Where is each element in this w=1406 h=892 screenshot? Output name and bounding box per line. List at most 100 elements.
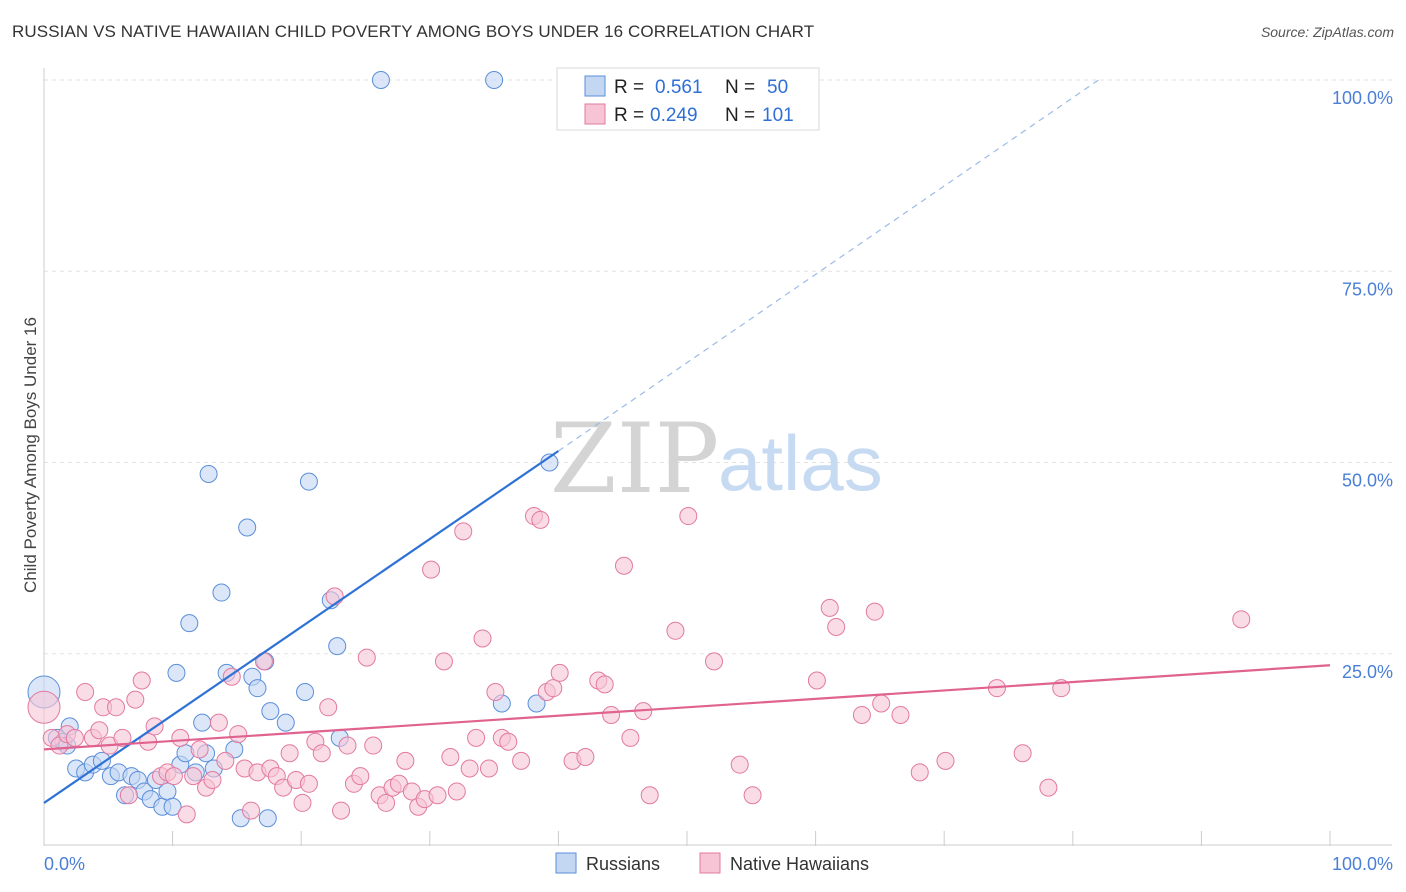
legend-n-value-2: 101 — [762, 105, 794, 126]
series-legend: Russians Native Hawaiians — [555, 852, 869, 874]
point-russians-43 — [328, 637, 347, 656]
point-native-hawaiians-29 — [229, 725, 248, 744]
series-legend-label-native-hawaiians: Native Hawaiians — [730, 854, 869, 874]
legend-n-label-1: N = — [725, 77, 755, 98]
point-native-hawaiians-72 — [512, 751, 531, 770]
point-native-hawaiians-76 — [544, 679, 563, 698]
point-native-hawaiians-40 — [299, 774, 318, 793]
point-native-hawaiians-83 — [614, 556, 633, 575]
point-native-hawaiians-55 — [396, 751, 415, 770]
legend-r-label-1: R = — [614, 77, 644, 98]
point-native-hawaiians-27 — [216, 751, 235, 770]
point-native-hawaiians-52 — [377, 793, 396, 812]
point-native-hawaiians-59 — [422, 560, 441, 579]
point-native-hawaiians-102 — [1013, 744, 1032, 763]
point-native-hawaiians-0 — [27, 690, 61, 724]
legend-r-label-2: R = — [614, 105, 644, 126]
point-native-hawaiians-20 — [171, 728, 190, 747]
point-native-hawaiians-62 — [441, 748, 460, 767]
point-native-hawaiians-81 — [595, 675, 614, 694]
legend-r-value-2: 0.249 — [650, 105, 698, 126]
point-native-hawaiians-99 — [910, 763, 929, 782]
point-native-hawaiians-12 — [119, 786, 138, 805]
point-native-hawaiians-79 — [576, 748, 595, 767]
point-russians-18 — [158, 782, 177, 801]
point-native-hawaiians-45 — [332, 801, 351, 820]
point-native-hawaiians-10 — [107, 698, 126, 717]
point-native-hawaiians-61 — [434, 652, 453, 671]
series-legend-swatch-russians — [555, 852, 577, 874]
point-russians-45 — [371, 71, 390, 89]
point-native-hawaiians-84 — [621, 728, 640, 747]
point-native-hawaiians-87 — [666, 621, 685, 640]
point-native-hawaiians-21 — [177, 805, 196, 824]
legend-r-value-1: 0.561 — [655, 77, 703, 98]
point-native-hawaiians-11 — [113, 728, 132, 747]
point-native-hawaiians-93 — [820, 598, 839, 617]
point-native-hawaiians-60 — [428, 786, 447, 805]
point-native-hawaiians-86 — [640, 786, 659, 805]
point-native-hawaiians-14 — [132, 671, 151, 690]
point-native-hawaiians-43 — [319, 698, 338, 717]
point-native-hawaiians-49 — [357, 648, 376, 667]
point-native-hawaiians-22 — [184, 767, 203, 786]
watermark: ZIP atlas — [550, 403, 883, 515]
point-native-hawaiians-31 — [242, 801, 261, 820]
point-native-hawaiians-97 — [872, 694, 891, 713]
point-russians-39 — [276, 713, 295, 732]
point-native-hawaiians-88 — [679, 507, 698, 526]
stats-legend: R = 0.561 N = 50 R = 0.249 N = 101 — [556, 67, 820, 131]
point-russians-19 — [163, 797, 182, 816]
point-russians-23 — [180, 614, 199, 633]
legend-n-value-1: 50 — [767, 77, 788, 98]
point-native-hawaiians-71 — [499, 732, 518, 751]
legend-swatch-native-hawaiians — [584, 103, 606, 125]
series-legend-swatch-native-hawaiians — [699, 852, 721, 874]
point-native-hawaiians-66 — [467, 728, 486, 747]
y-tick-label-0: 25.0% — [1342, 662, 1393, 682]
y-tick-label-2: 75.0% — [1342, 279, 1393, 299]
point-native-hawaiians-42 — [312, 744, 331, 763]
point-russians-27 — [199, 464, 218, 483]
point-native-hawaiians-74 — [531, 510, 550, 529]
watermark-atlas: atlas — [718, 419, 883, 507]
point-native-hawaiians-4 — [65, 728, 84, 747]
point-native-hawaiians-7 — [90, 721, 109, 740]
point-native-hawaiians-44 — [325, 587, 344, 606]
grid-lines — [44, 79, 1392, 655]
point-native-hawaiians-13 — [126, 690, 145, 709]
source-label: Source: ZipAtlas.com — [1260, 24, 1394, 40]
point-native-hawaiians-100 — [936, 751, 955, 770]
point-native-hawaiians-25 — [203, 770, 222, 789]
point-native-hawaiians-23 — [190, 740, 209, 759]
point-native-hawaiians-37 — [280, 744, 299, 763]
point-native-hawaiians-94 — [827, 617, 846, 636]
trend-line-russians — [43, 450, 560, 804]
point-native-hawaiians-91 — [743, 786, 762, 805]
point-russians-41 — [299, 472, 318, 491]
legend-swatch-russians — [584, 75, 606, 97]
trend-line-native-hawaiians — [43, 664, 1331, 751]
point-native-hawaiians-64 — [454, 522, 473, 541]
trend-line-russians-extension — [558, 79, 1099, 452]
point-russians-25 — [193, 713, 212, 732]
point-native-hawaiians-103 — [1039, 778, 1058, 797]
point-russians-33 — [238, 518, 257, 537]
point-native-hawaiians-89 — [705, 652, 724, 671]
point-native-hawaiians-105 — [1232, 610, 1251, 629]
point-native-hawaiians-92 — [807, 671, 826, 690]
x-tick-label-1: 100.0% — [1332, 854, 1393, 874]
point-native-hawaiians-69 — [486, 683, 505, 701]
point-russians-20 — [167, 663, 186, 682]
point-native-hawaiians-68 — [479, 759, 498, 778]
point-russians-46 — [485, 71, 504, 89]
point-native-hawaiians-50 — [364, 736, 383, 755]
point-russians-37 — [261, 702, 280, 721]
point-russians-48 — [527, 694, 546, 713]
trend-lines — [43, 79, 1331, 804]
point-native-hawaiians-65 — [460, 759, 479, 778]
point-russians-29 — [212, 583, 231, 602]
point-russians-35 — [248, 679, 267, 698]
x-tick-label-0: 0.0% — [44, 854, 85, 874]
point-native-hawaiians-19 — [164, 767, 183, 786]
